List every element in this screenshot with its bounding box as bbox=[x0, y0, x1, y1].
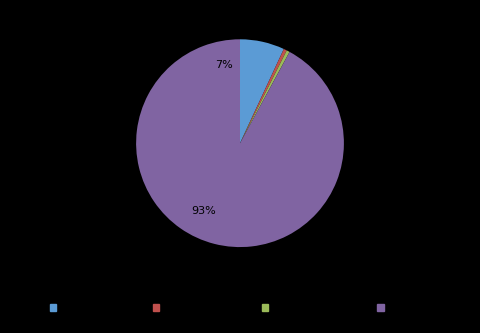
Wedge shape bbox=[136, 39, 344, 247]
Text: 7%: 7% bbox=[216, 60, 233, 70]
Wedge shape bbox=[240, 39, 284, 143]
Wedge shape bbox=[240, 49, 287, 143]
Text: 93%: 93% bbox=[191, 206, 216, 216]
Wedge shape bbox=[240, 50, 289, 143]
Legend: Wages & Salaries, Employee Benefits, Operating Expenses, Safety Net: Wages & Salaries, Employee Benefits, Ope… bbox=[46, 300, 434, 316]
